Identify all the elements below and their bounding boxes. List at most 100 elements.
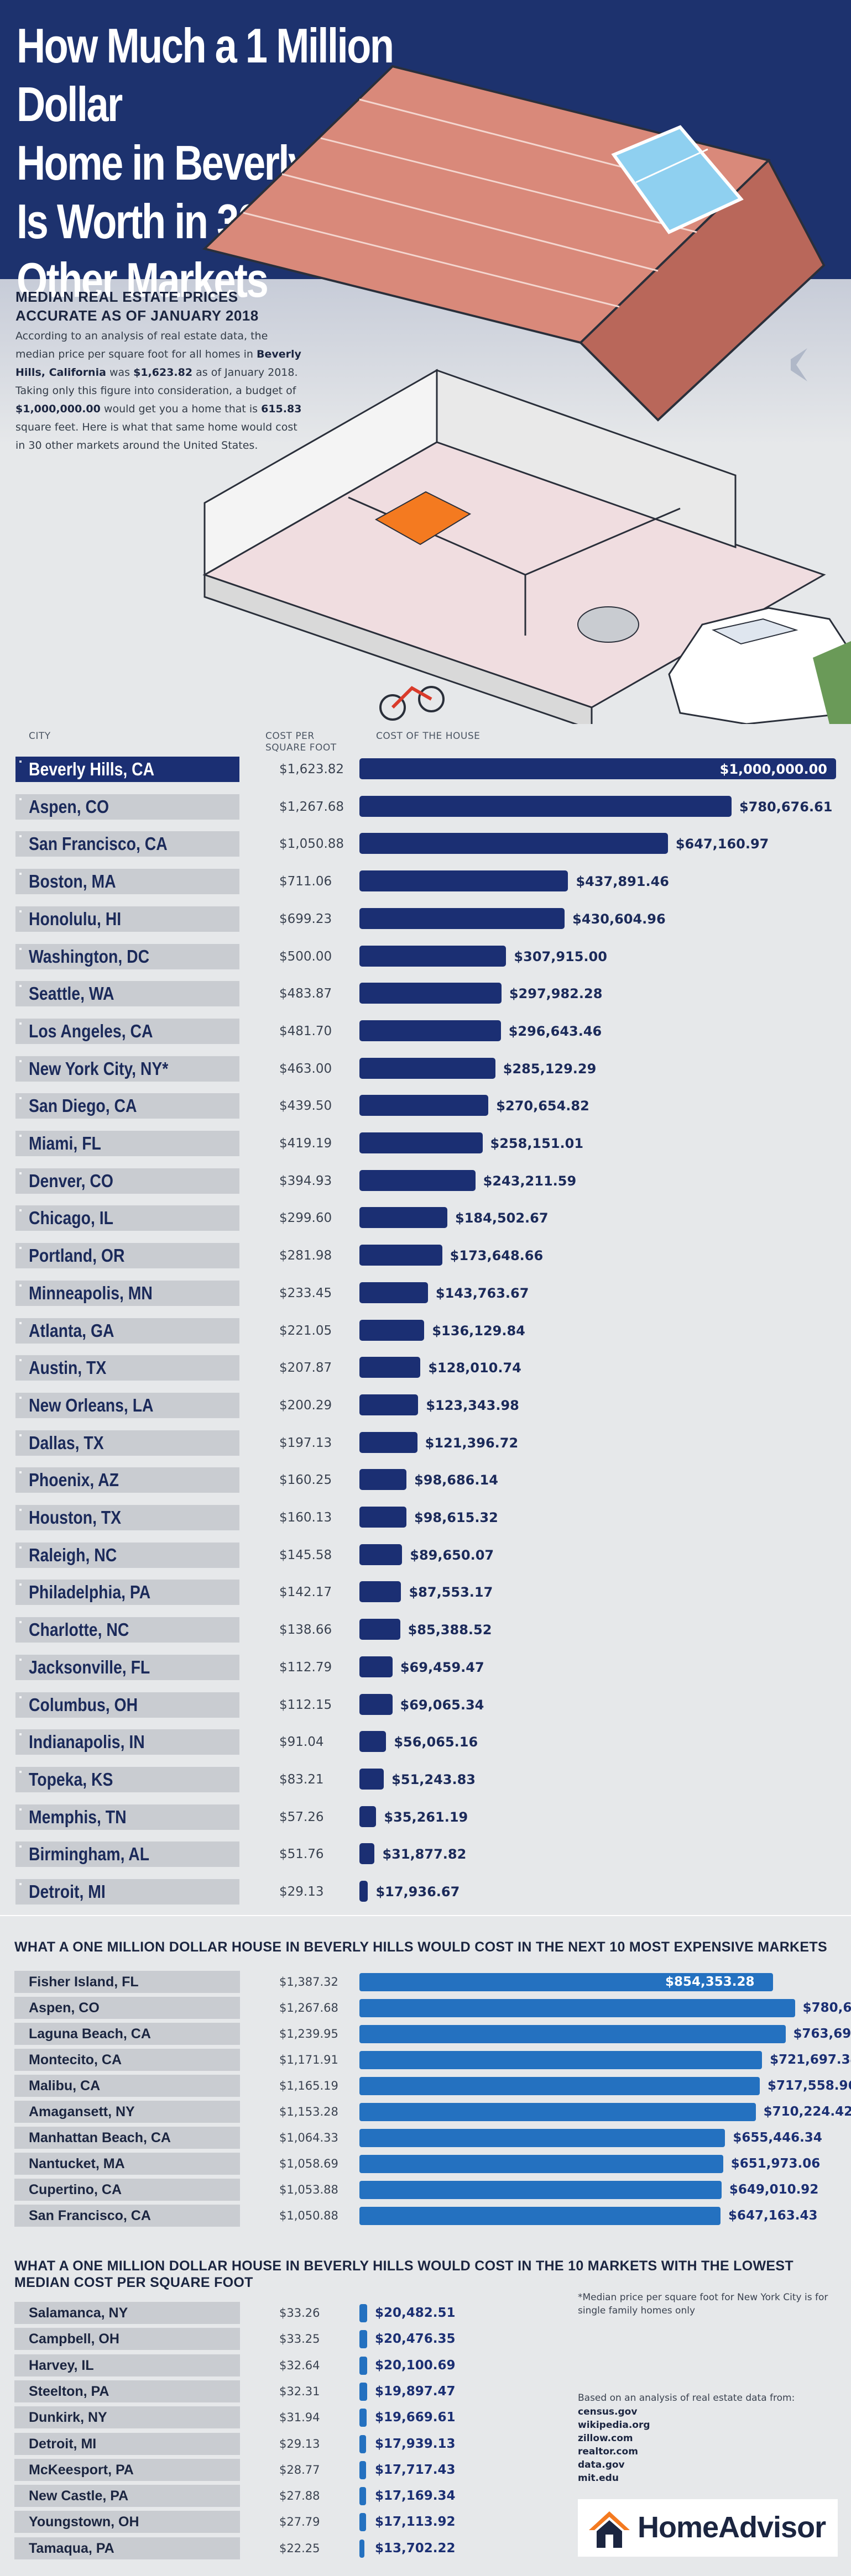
- chart-row: Harvey, IL $32.64 $20,100.69: [0, 2353, 851, 2377]
- cost-bar: [359, 2487, 366, 2506]
- price-per-sqft-label: $1,239.95: [279, 2027, 338, 2040]
- price-per-sqft-label: $394.93: [279, 1173, 332, 1188]
- cost-bar: [359, 2129, 725, 2147]
- price-per-sqft-label: $32.31: [279, 2384, 320, 2398]
- cost-value-label: $20,482.51: [375, 2306, 456, 2320]
- city-label-box: [14, 2511, 240, 2533]
- intro-text: would get you a home that is: [100, 403, 262, 415]
- cost-bar: [359, 2077, 760, 2095]
- homeadvisor-logo[interactable]: HomeAdvisor: [578, 2499, 838, 2557]
- city-label-box: [15, 1243, 239, 1269]
- city-label-box: [14, 2485, 240, 2507]
- source-item: census.gov: [578, 2406, 638, 2417]
- car-windshield: [712, 618, 798, 645]
- city-column-header: CITY: [29, 731, 51, 742]
- cost-value-label: $143,763.67: [435, 1285, 529, 1301]
- cost-value-label: $721,697.34: [770, 2053, 851, 2067]
- chart-row: Austin, TX $207.87 $128,010.74: [0, 1353, 851, 1381]
- chart-row: Seattle, WA $483.87 $297,982.28: [0, 979, 851, 1007]
- price-per-sqft-label: $1,153.28: [279, 2105, 338, 2118]
- city-label: Columbus, OH: [29, 1694, 138, 1715]
- city-label-box: [14, 2153, 240, 2175]
- price-per-sqft-label: $711.06: [279, 874, 332, 889]
- chart-row: Amagansett, NY $1,153.28 $710,224.42: [0, 2099, 851, 2123]
- city-label-box: [15, 943, 239, 969]
- city-label-box: [15, 1580, 239, 1606]
- chart-row: Topeka, KS $83.21 $51,243.83: [0, 1765, 851, 1792]
- subtitle: MEDIAN REAL ESTATE PRICES ACCURATE AS OF…: [15, 287, 303, 325]
- intro-location: Beverly Hills, California: [15, 348, 301, 379]
- city-label-box: [15, 1056, 239, 1082]
- city-label: Salamanca, NY: [29, 2305, 128, 2321]
- price-per-sqft-label: $27.79: [279, 2515, 320, 2529]
- city-label: Austin, TX: [29, 1357, 107, 1378]
- price-per-sqft-label: $1,267.68: [279, 799, 344, 814]
- house-illustration: [202, 65, 851, 724]
- city-label: Laguna Beach, CA: [29, 2026, 151, 2042]
- chart-row: Minneapolis, MN $233.45 $143,763.67: [0, 1278, 851, 1306]
- city-label: Steelton, PA: [29, 2383, 109, 2399]
- cost-value-label: $89,650.07: [410, 1547, 494, 1563]
- chart-row: Detroit, MI $29.13 $17,936.67: [0, 1877, 851, 1905]
- sources-list: census.gov wikipedia.org zillow.com real…: [578, 2405, 650, 2485]
- cost-value-label: $87,553.17: [409, 1585, 493, 1601]
- chart-row: Washington, DC $500.00 $307,915.00: [0, 942, 851, 969]
- cost-bar: [359, 2051, 763, 2069]
- price-per-sqft-label: $483.87: [279, 987, 332, 1001]
- price-per-sqft-label: $91.04: [279, 1735, 324, 1750]
- city-label-box: [15, 1131, 239, 1156]
- city-label-box: [15, 831, 239, 857]
- cost-value-label: $98,686.14: [414, 1472, 498, 1488]
- intro-text: as of January 2018. Taking only this fig…: [15, 366, 298, 397]
- city-label: Harvey, IL: [29, 2357, 94, 2373]
- price-per-sqft-label: $33.25: [279, 2332, 320, 2346]
- cost-bar: [359, 2155, 723, 2173]
- city-label: Tamaqua, PA: [29, 2540, 114, 2556]
- cost-bar: [359, 1656, 393, 1677]
- chart-row: Tamaqua, PA $22.25 $13,702.22: [0, 2536, 851, 2560]
- chart-row: Jacksonville, FL $112.79 $69,459.47: [0, 1652, 851, 1680]
- city-label: Aspen, CO: [29, 796, 109, 817]
- chart-row: Detroit, MI $29.13 $17,939.13: [0, 2431, 851, 2456]
- cost-bar: [359, 833, 668, 854]
- chart-row: Cupertino, CA $1,053.88 $649,010.92: [0, 2177, 851, 2201]
- chart-row: Fisher Island, FL $1,387.32 $854,353.28: [0, 1969, 851, 1993]
- price-per-sqft-label: $27.88: [279, 2489, 320, 2503]
- chart-row: Salamanca, NY $33.26 $20,482.51: [0, 2300, 851, 2325]
- price-per-sqft-label: $160.25: [279, 1473, 332, 1488]
- price-per-sqft-label: $22.25: [279, 2541, 320, 2555]
- cost-value-label: $20,100.69: [375, 2358, 456, 2373]
- price-per-sqft-label: $197.13: [279, 1435, 332, 1450]
- chart-row: Philadelphia, PA $142.17 $87,553.17: [0, 1577, 851, 1606]
- price-per-sqft-label: $112.15: [279, 1697, 332, 1712]
- city-label-box: [15, 1505, 239, 1530]
- section-divider: [0, 1915, 851, 1916]
- cost-bar: [359, 2356, 367, 2375]
- city-label-box: [15, 869, 239, 895]
- cost-value-label: $173,648.66: [450, 1248, 544, 1264]
- psf-header-line: SQUARE FOOT: [265, 742, 337, 753]
- cost-bar: [359, 1843, 375, 1865]
- cost-value-label: $69,459.47: [400, 1659, 484, 1675]
- cost-bar: [359, 1357, 421, 1378]
- cost-bar: [359, 1881, 368, 1902]
- logo-wordmark: HomeAdvisor: [638, 2511, 826, 2544]
- source-item: zillow.com: [578, 2433, 633, 2444]
- price-per-sqft-label: $112.79: [279, 1660, 332, 1675]
- price-per-sqft-label: $33.26: [279, 2306, 320, 2320]
- cost-bar: [359, 1431, 417, 1453]
- cost-value-label: $651,973.06: [730, 2157, 821, 2171]
- city-label-box: [14, 2023, 240, 2045]
- source-item: data.gov: [578, 2459, 625, 2470]
- city-label: Campbell, OH: [29, 2331, 119, 2347]
- city-label-box: [15, 1392, 239, 1418]
- chart-row: Boston, MA $711.06 $437,891.46: [0, 867, 851, 895]
- house-right-wall: [436, 369, 737, 549]
- cost-bar: [359, 1245, 442, 1266]
- cost-bar: [359, 983, 502, 1004]
- price-per-sqft-label: $83.21: [279, 1772, 324, 1787]
- cost-value-label: $20,476.35: [375, 2332, 456, 2347]
- price-per-sqft-label: $419.19: [279, 1136, 332, 1151]
- city-label: Manhattan Beach, CA: [29, 2130, 171, 2145]
- cost-value-label: $647,163.43: [728, 2208, 818, 2223]
